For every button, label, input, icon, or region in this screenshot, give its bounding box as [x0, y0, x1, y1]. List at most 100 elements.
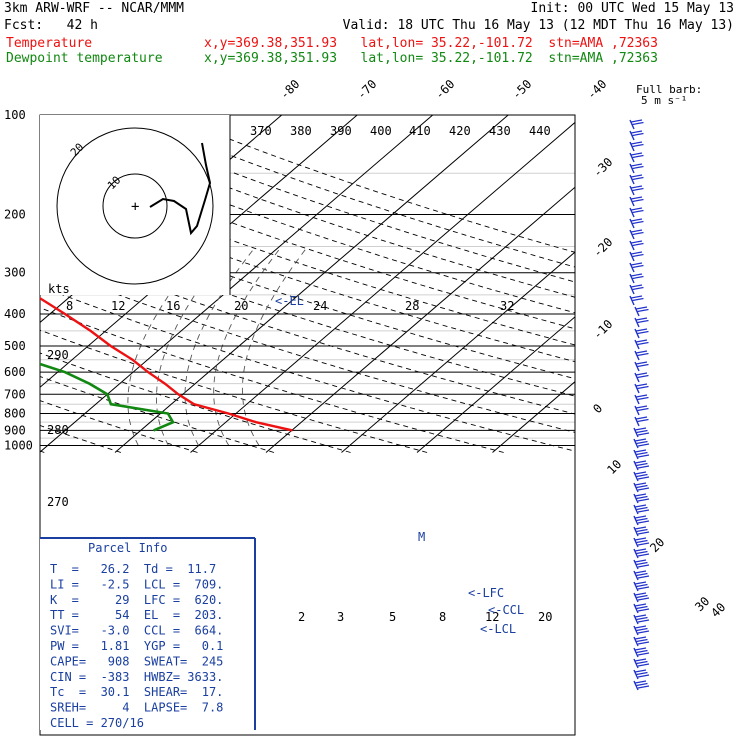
wind-barb-flag: [634, 504, 647, 508]
wind-barb-flag: [637, 619, 650, 623]
theta-side-label: 290: [47, 348, 69, 362]
wind-barb-shaft: [629, 284, 635, 295]
wind-barb-flag: [634, 482, 647, 486]
wind-barb-flag: [636, 484, 648, 489]
isotherm-label: -30: [590, 155, 615, 180]
temperature-location: x,y=369.38,351.93 lat,lon= 35.22,-101.72…: [204, 36, 658, 51]
wind-barb-flag: [635, 394, 648, 398]
wind-barb-shaft: [629, 251, 635, 262]
wind-barb-flag: [632, 209, 644, 214]
wind-barb-flag: [634, 581, 647, 585]
isotherm-line: [265, 186, 575, 453]
parcel-info-row: K = 29 LFC = 620.: [50, 593, 223, 607]
wind-barb-flag: [637, 564, 650, 568]
wind-barb-flag: [636, 440, 648, 445]
wind-barb-flag: [637, 652, 650, 656]
isotherm-line: [416, 316, 575, 453]
wind-barb-flag: [634, 493, 647, 497]
pressure-label: 1000: [4, 439, 33, 453]
wind-barb-flag: [636, 638, 648, 643]
plot-frame: [39, 114, 576, 736]
wind-barb-flag: [632, 187, 644, 192]
wind-barb-shaft: [633, 537, 639, 548]
theta-label: 390: [330, 124, 352, 138]
wind-barb-flag: [630, 141, 643, 145]
parcel-info-row: CIN = -383 HWBZ= 3633.: [50, 670, 223, 684]
theta-side-label: 280: [47, 423, 69, 437]
wind-barb-shaft: [629, 185, 635, 196]
wind-barb-shaft: [633, 669, 639, 680]
wind-barb-flag: [632, 275, 644, 280]
wind-barb-shaft: [633, 460, 639, 471]
init-time: Init: 00 UTC Wed 15 May 13: [530, 1, 735, 16]
dry-adiabat-line: [51, 115, 575, 298]
wind-barb-shaft: [634, 306, 640, 317]
dry-adiabat-line: [40, 203, 575, 380]
isotherm-label: -60: [432, 77, 457, 102]
wind-barb-shaft: [633, 515, 639, 526]
isotherm-label: 10: [604, 457, 624, 477]
theta-label: 380: [290, 124, 312, 138]
wind-barb-flag: [637, 374, 649, 379]
wind-barb-flag: [637, 498, 650, 502]
wind-barb-flag: [637, 586, 650, 590]
parcel-info-row: CELL = 270/16: [50, 716, 144, 730]
wind-barb-flag: [634, 537, 647, 541]
wind-barb-shaft: [629, 240, 635, 251]
wind-barb-flag: [634, 460, 647, 464]
wind-barb-shaft: [633, 625, 639, 636]
wind-barb-shaft: [629, 196, 635, 207]
isotherm-label: -10: [590, 317, 615, 342]
hodograph-speed-label: 16: [166, 299, 180, 313]
wind-barb-shaft: [633, 658, 639, 669]
wind-barb-shaft: [629, 229, 635, 240]
wind-barb-shaft: [634, 383, 640, 394]
wind-barb-flag: [634, 570, 647, 574]
hodograph-background: [40, 115, 230, 295]
wind-barb-flag: [630, 207, 643, 211]
wind-barb-shaft: [634, 372, 640, 383]
wind-barb-flag: [634, 471, 647, 475]
moist-adiabat-line: [127, 246, 206, 446]
wind-barb-flag: [637, 531, 650, 535]
wind-barb-flag: [630, 163, 643, 167]
moist-adiabat-line: [184, 246, 257, 446]
wind-barb-flag: [637, 630, 650, 634]
parcel-info-row: SREH= 4 LAPSE= 7.8: [50, 701, 223, 715]
hodograph-speed-label: 24: [313, 299, 327, 313]
wind-barb-flag: [636, 539, 648, 544]
dry-adiabat-line: [169, 115, 575, 253]
wind-barb-flag: [637, 352, 649, 357]
parcel-info-row: CAPE= 908 SWEAT= 245: [50, 654, 223, 668]
theta-label: 440: [529, 124, 551, 138]
wind-barb-flag: [636, 429, 648, 434]
wind-barb-flag: [635, 372, 648, 376]
wind-barb-shaft: [633, 482, 639, 493]
wind-barb-shaft: [633, 647, 639, 658]
dry-adiabat-line: [40, 352, 351, 453]
wind-barb-flag: [632, 253, 644, 258]
wind-barb-shaft: [629, 262, 635, 273]
dry-adiabat-line: [40, 285, 575, 452]
wind-barb-flag: [630, 196, 643, 200]
wind-barb-flag: [632, 264, 644, 269]
parcel-info-row: PW = 1.81 YGP = 0.1: [50, 639, 223, 653]
parcel-info-panel: Parcel Info T = 26.2 Td = 11.7LI = -2.5 …: [40, 537, 256, 730]
wind-barb-flag: [630, 251, 643, 255]
wind-barb-shaft: [634, 394, 640, 405]
wind-barb-flag: [632, 176, 644, 181]
wind-barb-flag: [630, 229, 643, 233]
wind-barb-flag: [632, 297, 644, 302]
wind-barb-flag: [637, 418, 649, 423]
wind-barb-flag: [630, 295, 643, 299]
wind-barb-shaft: [634, 317, 640, 328]
wind-barb-shaft: [629, 295, 635, 306]
theta-label: 410: [409, 124, 431, 138]
wind-barb-flag: [636, 572, 648, 577]
wind-barb-flag: [635, 350, 648, 354]
wind-barb-flag: [637, 674, 650, 678]
wind-barb-shaft: [634, 328, 640, 339]
wind-barb-flag: [632, 220, 644, 225]
wind-barb-flag: [637, 465, 650, 469]
pressure-label: 800: [4, 406, 26, 420]
